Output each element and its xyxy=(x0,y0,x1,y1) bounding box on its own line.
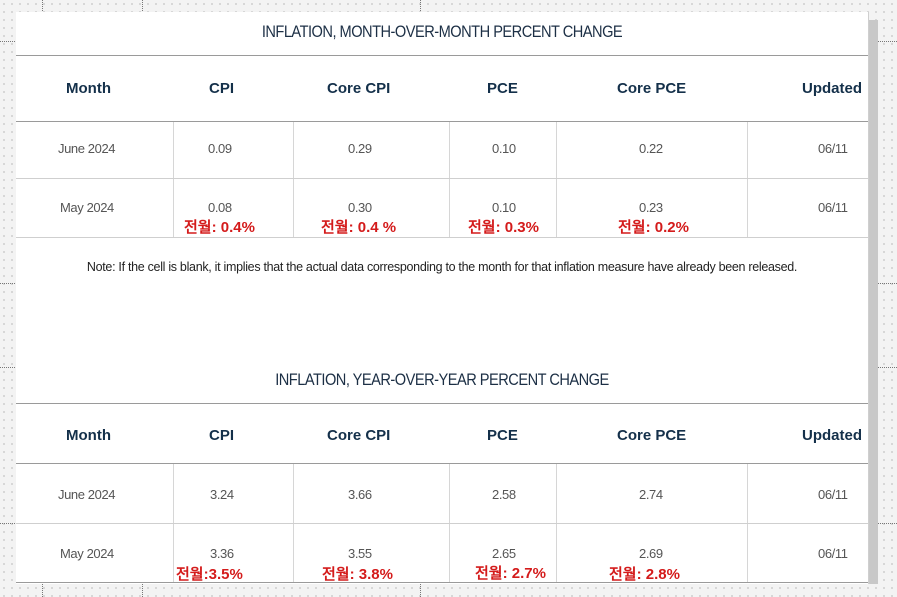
month-cell: May 2024 xyxy=(60,546,114,561)
mom-table-title: INFLATION, MONTH-OVER-MONTH PERCENT CHAN… xyxy=(261,22,623,41)
mom-header-month: Month xyxy=(66,80,111,97)
cpi-annotation: 전월: 0.4% xyxy=(184,219,255,236)
cpi-annotation: 전월:3.5% xyxy=(176,566,243,583)
yoy-header-cpi: CPI xyxy=(209,427,235,444)
core-cpi-annotation: 전월: 3.8% xyxy=(322,566,393,583)
table-rule xyxy=(16,403,868,404)
table-note: Note: If the cell is blank, it implies t… xyxy=(86,260,798,274)
core-pce-annotation: 전월: 2.8% xyxy=(609,566,680,583)
core-pce-cell: 0.23 xyxy=(639,200,663,215)
pce-cell: 0.10 xyxy=(492,200,516,215)
updated-cell: 06/11 xyxy=(818,200,848,215)
column-divider xyxy=(173,122,174,237)
month-cell: June 2024 xyxy=(58,141,116,156)
mom-header-updated: Updated xyxy=(802,80,862,97)
month-cell: June 2024 xyxy=(58,487,116,502)
sheet-shadow xyxy=(868,20,878,584)
mom-header-core-cpi: Core CPI xyxy=(327,80,391,97)
pce-cell: 2.65 xyxy=(492,546,516,561)
yoy-header-updated: Updated xyxy=(802,427,862,444)
core-pce-cell: 0.22 xyxy=(639,141,663,156)
table-rule xyxy=(16,463,868,464)
table-rule xyxy=(16,582,868,583)
core-pce-annotation: 전월: 0.2% xyxy=(618,219,689,236)
core-cpi-cell: 3.55 xyxy=(348,546,372,561)
updated-cell: 06/11 xyxy=(818,141,848,156)
core-pce-cell: 2.69 xyxy=(639,546,663,561)
mom-header-core-pce: Core PCE xyxy=(617,80,687,97)
column-divider xyxy=(747,122,748,237)
month-cell: May 2024 xyxy=(60,200,114,215)
core-cpi-annotation: 전월: 0.4 % xyxy=(321,219,397,236)
cpi-cell: 0.08 xyxy=(208,200,232,215)
pce-cell: 0.10 xyxy=(492,141,516,156)
yoy-header-month: Month xyxy=(66,427,111,444)
mom-header-cpi: CPI xyxy=(209,80,235,97)
column-divider xyxy=(556,122,557,237)
cpi-cell: 3.36 xyxy=(210,546,234,561)
yoy-header-pce: PCE xyxy=(487,427,518,444)
core-cpi-cell: 3.66 xyxy=(348,487,372,502)
yoy-table-title: INFLATION, YEAR-OVER-YEAR PERCENT CHANGE xyxy=(275,370,609,389)
inflation-sheet: INFLATION, MONTH-OVER-MONTH PERCENT CHAN… xyxy=(16,12,869,584)
cpi-cell: 3.24 xyxy=(210,487,234,502)
cpi-cell: 0.09 xyxy=(208,141,232,156)
table-rule xyxy=(16,55,868,56)
yoy-header-core-cpi: Core CPI xyxy=(327,427,391,444)
pce-annotation: 전월: 0.3% xyxy=(468,219,539,236)
row-rule xyxy=(16,178,868,179)
mom-header-pce: PCE xyxy=(487,80,518,97)
core-cpi-cell: 0.29 xyxy=(348,141,372,156)
pce-cell: 2.58 xyxy=(492,487,516,502)
yoy-header-core-pce: Core PCE xyxy=(617,427,687,444)
table-rule xyxy=(16,121,868,122)
core-pce-cell: 2.74 xyxy=(639,487,663,502)
updated-cell: 06/11 xyxy=(818,487,848,502)
row-rule xyxy=(16,237,868,238)
pce-annotation: 전월: 2.7% xyxy=(475,565,546,582)
column-divider xyxy=(293,122,294,237)
core-cpi-cell: 0.30 xyxy=(348,200,372,215)
row-rule xyxy=(16,523,868,524)
column-divider xyxy=(449,122,450,237)
updated-cell: 06/11 xyxy=(818,546,848,561)
